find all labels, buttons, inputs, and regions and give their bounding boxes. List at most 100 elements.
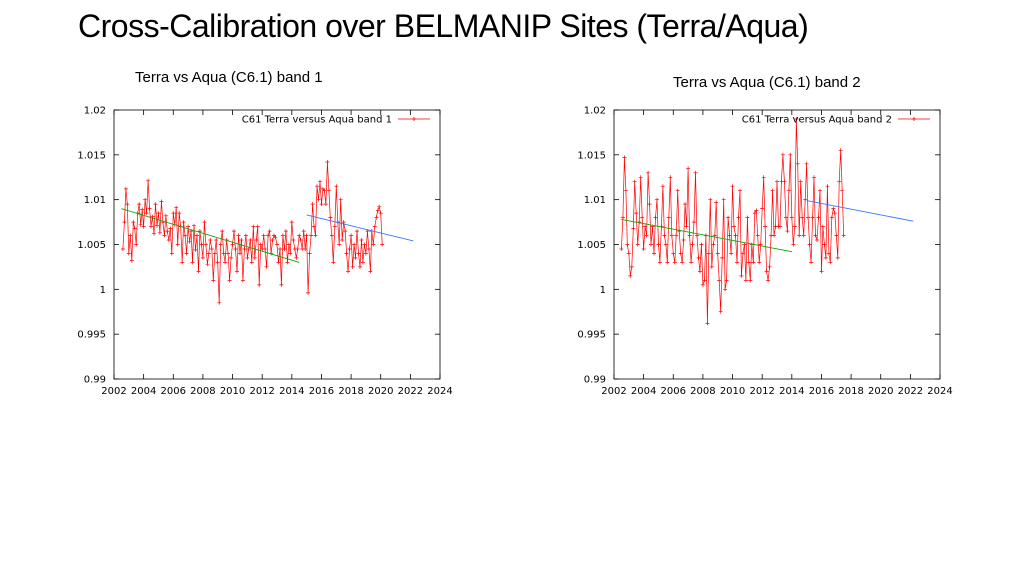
data-point bbox=[686, 166, 691, 171]
data-point bbox=[377, 204, 382, 209]
data-point bbox=[763, 224, 768, 229]
data-point bbox=[205, 262, 210, 267]
data-point bbox=[697, 269, 702, 274]
data-point bbox=[711, 242, 716, 247]
data-point bbox=[723, 287, 728, 292]
data-point bbox=[322, 188, 327, 193]
data-point bbox=[699, 242, 704, 247]
data-point bbox=[740, 251, 745, 256]
data-point bbox=[240, 278, 245, 283]
data-point bbox=[705, 321, 710, 326]
data-point bbox=[291, 238, 296, 242]
data-point bbox=[766, 278, 771, 283]
data-point bbox=[254, 238, 259, 242]
data-point bbox=[221, 251, 226, 256]
data-point bbox=[282, 247, 287, 251]
data-point bbox=[632, 179, 637, 184]
data-point bbox=[239, 238, 244, 242]
x-tick-label: 2012 bbox=[249, 386, 274, 397]
data-point bbox=[128, 233, 133, 238]
data-point bbox=[807, 242, 812, 247]
data-point bbox=[819, 269, 824, 274]
x-tick-label: 2018 bbox=[838, 386, 863, 397]
data-point bbox=[206, 251, 211, 256]
data-point bbox=[332, 224, 337, 229]
data-point bbox=[755, 233, 760, 238]
data-point bbox=[131, 220, 136, 225]
data-point bbox=[278, 247, 282, 251]
plot-frame bbox=[613, 109, 941, 380]
legend-label: C61 Terra versus Aqua band 2 bbox=[742, 115, 892, 126]
data-point bbox=[149, 224, 153, 229]
data-point bbox=[220, 229, 225, 234]
data-point bbox=[798, 179, 803, 184]
data-point bbox=[298, 238, 303, 242]
data-point bbox=[294, 255, 299, 260]
x-tick-label: 2010 bbox=[220, 386, 245, 397]
x-tick-label: 2018 bbox=[338, 386, 363, 397]
data-point bbox=[226, 251, 231, 256]
data-point bbox=[232, 229, 236, 234]
data-point bbox=[190, 260, 195, 265]
data-point bbox=[353, 255, 358, 260]
data-point bbox=[795, 161, 800, 166]
data-point bbox=[631, 226, 636, 231]
y-tick-label: 1.005 bbox=[77, 240, 106, 251]
data-point bbox=[195, 233, 199, 238]
data-point bbox=[760, 206, 765, 211]
data-point bbox=[628, 273, 633, 278]
data-point bbox=[767, 264, 772, 269]
data-point bbox=[263, 247, 268, 251]
data-point bbox=[192, 223, 196, 228]
data-point bbox=[823, 255, 828, 260]
data-point bbox=[782, 179, 787, 184]
x-tick-label: 2014 bbox=[279, 386, 304, 397]
data-point bbox=[646, 170, 651, 175]
x-tick-label: 2006 bbox=[661, 386, 686, 397]
data-point bbox=[132, 226, 137, 231]
data-point bbox=[297, 233, 302, 238]
x-tick-label: 2014 bbox=[779, 386, 804, 397]
data-point bbox=[350, 264, 355, 269]
data-point bbox=[215, 260, 220, 265]
data-point bbox=[230, 242, 235, 247]
data-point bbox=[634, 211, 639, 216]
data-point bbox=[726, 215, 731, 220]
y-tick-label: 1.005 bbox=[577, 240, 606, 251]
data-point bbox=[733, 233, 738, 238]
data-point bbox=[689, 260, 694, 265]
data-point bbox=[702, 278, 707, 283]
data-point bbox=[671, 251, 676, 256]
data-point bbox=[177, 211, 182, 216]
data-point bbox=[761, 175, 766, 180]
series-line bbox=[621, 118, 845, 324]
data-point bbox=[789, 215, 794, 220]
data-point bbox=[663, 242, 668, 247]
data-point bbox=[746, 260, 751, 265]
data-point bbox=[162, 233, 167, 238]
data-point bbox=[251, 224, 256, 229]
data-point bbox=[301, 229, 306, 234]
data-point bbox=[786, 188, 791, 193]
data-point bbox=[638, 175, 643, 180]
data-point bbox=[366, 247, 371, 251]
data-point bbox=[748, 278, 753, 283]
data-point bbox=[319, 202, 324, 207]
data-point bbox=[764, 269, 769, 274]
x-tick-label: 2004 bbox=[631, 386, 656, 397]
data-point bbox=[378, 211, 383, 216]
data-point bbox=[248, 238, 253, 242]
data-point bbox=[343, 229, 348, 234]
data-point bbox=[655, 197, 659, 202]
data-point bbox=[757, 260, 762, 265]
data-point bbox=[243, 233, 248, 238]
data-point bbox=[337, 242, 342, 247]
data-point bbox=[720, 255, 725, 260]
x-tick-label: 2002 bbox=[101, 386, 126, 397]
data-point bbox=[126, 251, 131, 256]
data-point bbox=[709, 264, 714, 269]
y-tick-label: 1 bbox=[600, 285, 606, 296]
data-point bbox=[794, 117, 799, 121]
data-point bbox=[835, 255, 840, 260]
data-point bbox=[680, 260, 685, 265]
